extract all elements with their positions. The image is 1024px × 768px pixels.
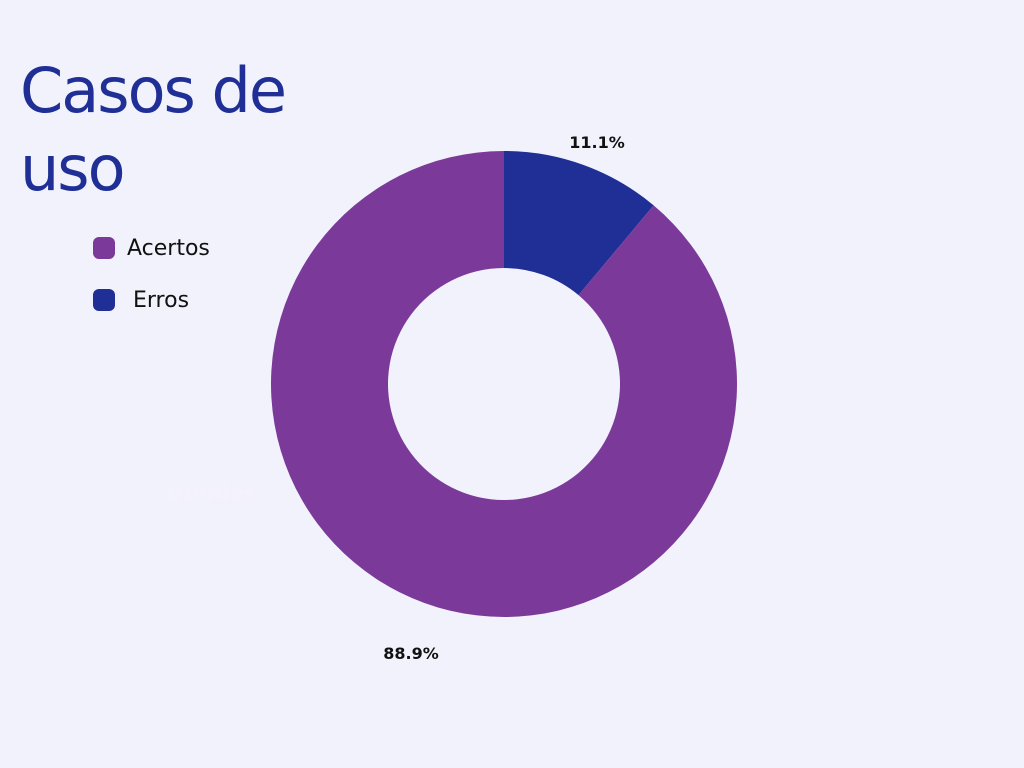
legend-label-acertos: Acertos	[127, 235, 210, 261]
donut-slice-erros	[504, 151, 654, 296]
annotation-utilities: Utilities	[167, 481, 255, 505]
donut-slice-acertos	[271, 151, 738, 617]
legend-label-erros: Erros	[133, 287, 190, 313]
legend-swatch-erros	[93, 289, 115, 311]
data-label-acertos: 88.9%	[383, 644, 439, 663]
page-title: Casos de uso	[20, 54, 287, 205]
legend-swatch-acertos	[93, 237, 115, 259]
data-label-erros: 11.1%	[569, 133, 625, 152]
legend-item-erros: Erros	[93, 284, 210, 316]
chart-legend: Acertos Erros	[93, 232, 210, 336]
legend-item-acertos: Acertos	[93, 232, 210, 264]
donut-slices	[271, 151, 738, 617]
